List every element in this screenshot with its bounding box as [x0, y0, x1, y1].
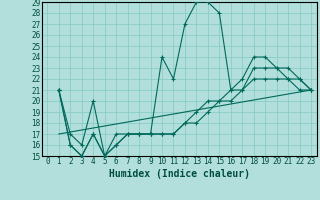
X-axis label: Humidex (Indice chaleur): Humidex (Indice chaleur) [109, 169, 250, 179]
